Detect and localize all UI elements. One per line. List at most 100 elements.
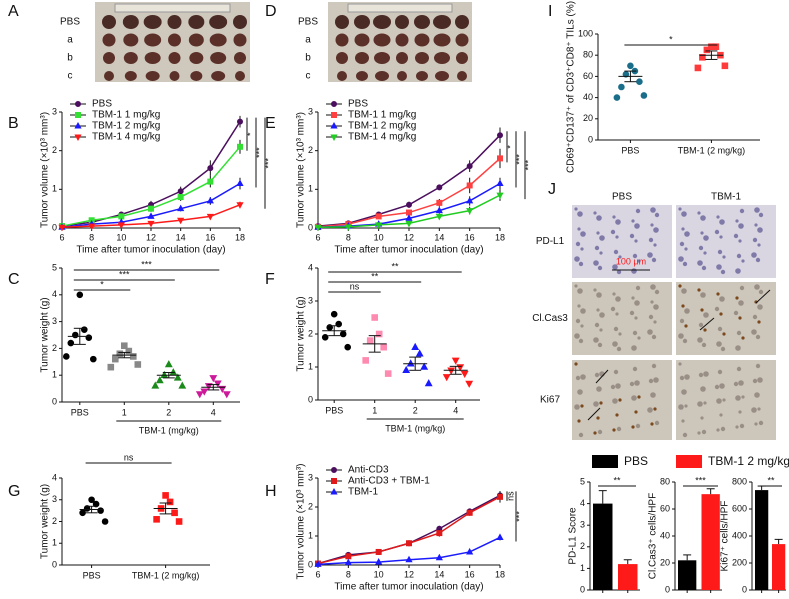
tumor bbox=[144, 52, 161, 64]
tumor bbox=[143, 15, 162, 29]
marker bbox=[314, 560, 322, 567]
cell bbox=[739, 285, 745, 291]
y-tick-label: 2 bbox=[52, 145, 57, 155]
tumor bbox=[188, 33, 204, 47]
tumor bbox=[416, 71, 428, 81]
marker bbox=[330, 487, 338, 495]
tumor bbox=[123, 33, 139, 47]
y-tick-label: 3 bbox=[308, 472, 313, 482]
marker bbox=[636, 78, 643, 85]
x-tick-label: 16 bbox=[465, 232, 475, 242]
panel-letter: D bbox=[265, 3, 277, 20]
y-tick-label: 60 bbox=[583, 71, 593, 81]
tumor bbox=[433, 33, 451, 47]
marker bbox=[496, 192, 504, 200]
marker bbox=[402, 365, 411, 374]
significance-label: ** bbox=[767, 475, 775, 485]
cell bbox=[610, 384, 616, 390]
y-tick-label: 400 bbox=[732, 530, 747, 540]
x-axis-label: Time after tumor inoculation (day) bbox=[334, 245, 483, 256]
significance-label: ** bbox=[613, 475, 621, 485]
tumor bbox=[433, 15, 451, 29]
cell bbox=[735, 296, 739, 300]
cell bbox=[593, 288, 597, 292]
cell bbox=[599, 401, 603, 405]
significance-label: ** bbox=[391, 261, 399, 271]
marker bbox=[406, 540, 412, 547]
cell bbox=[714, 384, 720, 390]
cell bbox=[575, 241, 581, 247]
ihc-image bbox=[676, 205, 776, 278]
cell bbox=[594, 372, 600, 378]
x-tick-label: 14 bbox=[434, 232, 444, 242]
marker bbox=[314, 224, 322, 232]
bar bbox=[701, 494, 720, 590]
y-axis-label: Tumor volume (×10³ mm³) bbox=[40, 112, 51, 228]
tumor bbox=[104, 71, 114, 81]
cell bbox=[599, 251, 603, 255]
cell bbox=[678, 256, 684, 262]
cell bbox=[577, 419, 581, 423]
significance-label: * bbox=[669, 34, 673, 44]
cell bbox=[736, 253, 742, 259]
cell bbox=[575, 375, 581, 381]
cell bbox=[629, 381, 635, 387]
marker bbox=[345, 553, 352, 560]
cell bbox=[580, 247, 584, 251]
cell bbox=[647, 252, 653, 258]
column-label: TBM-1 bbox=[711, 192, 741, 203]
x-tick-label: 8 bbox=[346, 232, 351, 242]
marker bbox=[435, 206, 443, 214]
cell bbox=[634, 223, 640, 229]
legend-label: TBM-1 1 mg/kg bbox=[92, 110, 160, 121]
legend-label: TBM-1 2 mg/kg bbox=[348, 121, 416, 132]
marker bbox=[177, 194, 184, 201]
marker bbox=[496, 533, 504, 540]
y-tick-label: 1 bbox=[52, 370, 57, 380]
marker bbox=[63, 353, 70, 360]
cell bbox=[577, 227, 581, 231]
x-tick-label: 6 bbox=[315, 232, 320, 242]
x-tick-label: 1 bbox=[122, 407, 127, 417]
cell bbox=[615, 296, 621, 302]
tumor bbox=[210, 52, 227, 64]
ihc-image bbox=[572, 205, 672, 278]
cell bbox=[637, 395, 641, 399]
cell bbox=[757, 407, 761, 411]
significance-label: * bbox=[505, 145, 515, 149]
marker bbox=[721, 62, 729, 70]
cell bbox=[647, 407, 653, 413]
y-axis-label: Cl.Cas3⁺ cells/HPF bbox=[648, 493, 659, 579]
cell bbox=[634, 410, 638, 414]
cell bbox=[574, 256, 580, 262]
cell bbox=[616, 426, 622, 432]
y-tick-label: 1 bbox=[308, 530, 313, 540]
marker bbox=[166, 498, 174, 506]
cell bbox=[612, 292, 616, 296]
bar bbox=[772, 544, 786, 590]
cell bbox=[738, 223, 744, 229]
cell bbox=[597, 342, 603, 348]
cell bbox=[580, 231, 586, 237]
marker bbox=[173, 373, 182, 381]
marker bbox=[72, 331, 79, 339]
marker bbox=[171, 509, 178, 517]
tumor bbox=[102, 33, 116, 47]
cell bbox=[612, 428, 616, 432]
cell bbox=[751, 252, 757, 258]
tumor bbox=[434, 52, 450, 64]
cell bbox=[735, 425, 739, 429]
y-tick-label: 0 bbox=[580, 584, 585, 594]
marker bbox=[466, 208, 474, 215]
cell bbox=[596, 416, 600, 420]
legend-label: TBM-1 4 mg/kg bbox=[92, 132, 160, 143]
cell bbox=[654, 420, 660, 426]
marker bbox=[405, 555, 413, 563]
marker bbox=[411, 342, 420, 350]
marker bbox=[344, 558, 352, 566]
cell bbox=[615, 312, 619, 316]
y-tick-label: 2 bbox=[52, 343, 57, 353]
marker bbox=[699, 54, 706, 61]
y-tick-label: 40 bbox=[660, 530, 670, 540]
cell bbox=[717, 326, 723, 332]
